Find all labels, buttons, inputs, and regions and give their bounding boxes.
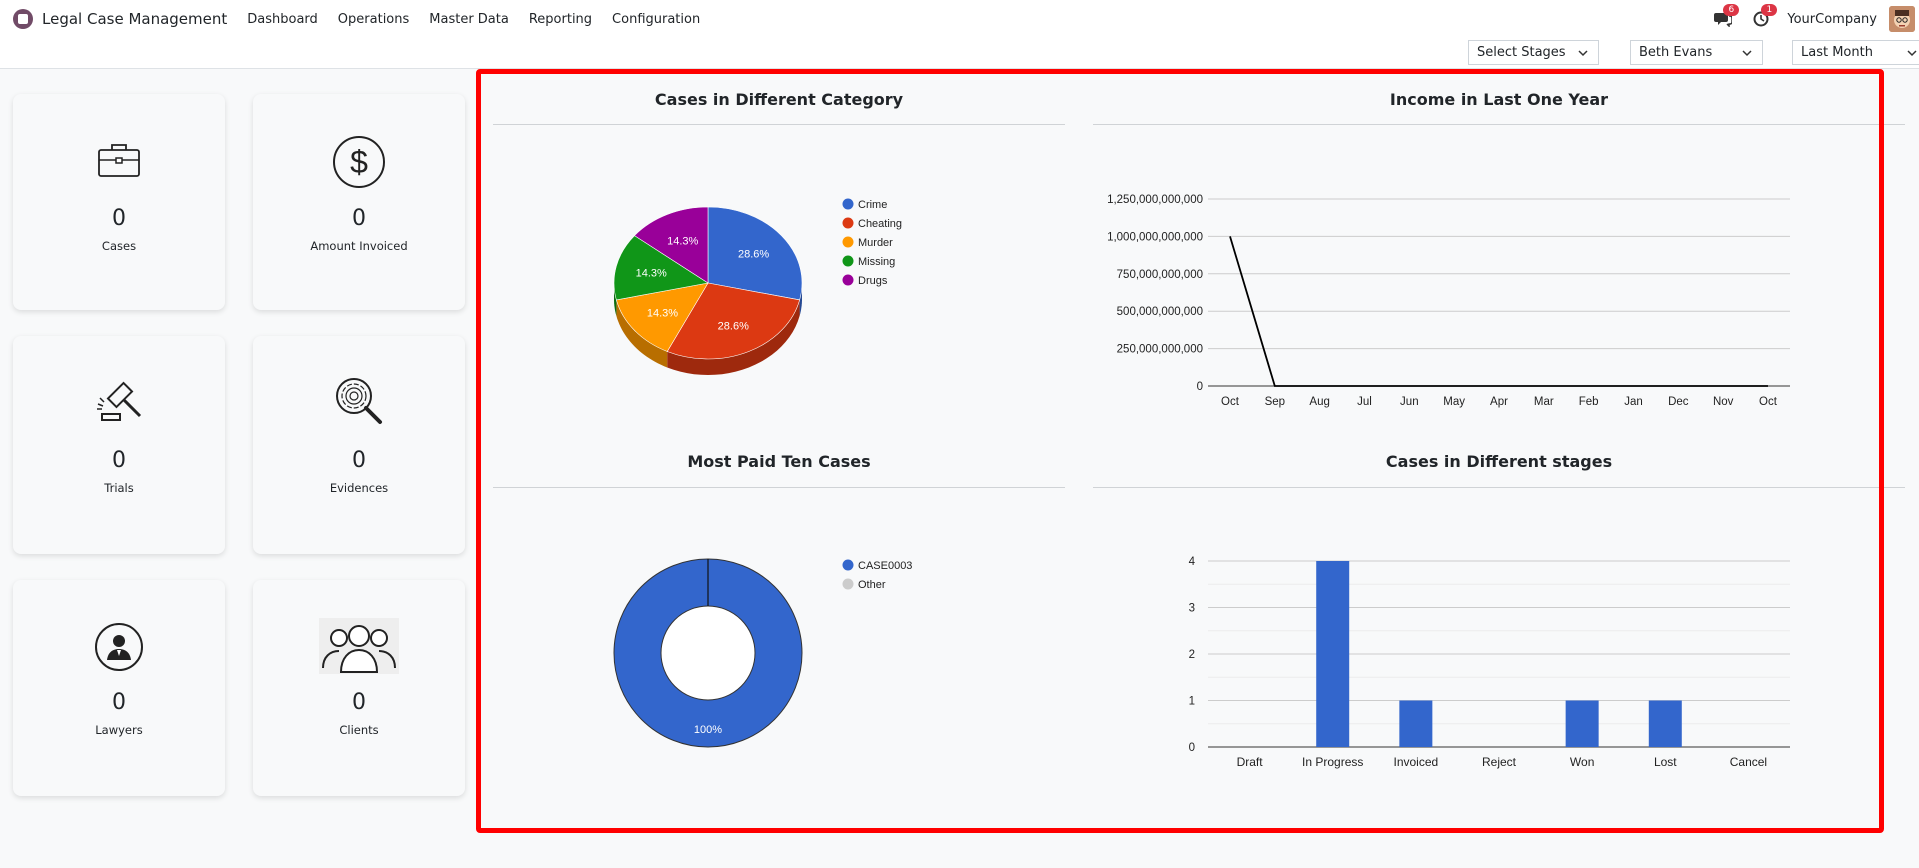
menu-operations[interactable]: Operations: [337, 11, 410, 27]
chevron-down-icon: [1907, 50, 1917, 57]
chevron-down-icon: [1578, 50, 1588, 57]
messages-badge: 6: [1723, 4, 1740, 16]
kpi-card-lawyers[interactable]: 0 Lawyers: [13, 580, 225, 796]
clients-icon: [253, 618, 465, 674]
kpi-label: Cases: [101, 239, 137, 253]
fingerprint-search-icon: [253, 374, 465, 428]
kpi-card-clients[interactable]: 0 Clients: [253, 580, 465, 796]
panel-title-category: Cases in Different Category: [654, 90, 904, 109]
user-select-value: Beth Evans: [1639, 45, 1713, 60]
kpi-card-amount-invoiced[interactable]: $ 0 Amount Invoiced: [253, 94, 465, 310]
panel-divider: [1093, 124, 1905, 125]
messages-icon[interactable]: 6: [1711, 4, 1740, 31]
panel-divider: [493, 124, 1065, 125]
kpi-label: Amount Invoiced: [310, 239, 408, 253]
menu-master-data[interactable]: Master Data: [429, 11, 509, 27]
company-switcher[interactable]: YourCompany: [1787, 11, 1877, 27]
kpi-label: Clients: [339, 723, 379, 737]
dollar-icon: $: [253, 134, 465, 190]
activity-clock-icon[interactable]: 1: [1749, 4, 1778, 31]
top-navbar: Legal Case Management Dashboard Operatio…: [0, 0, 1919, 38]
filter-bar: Select Stages Beth Evans Last Month: [0, 38, 1919, 69]
kpi-card-cases[interactable]: 0 Cases: [13, 94, 225, 310]
kpi-value: 0: [352, 206, 366, 231]
chevron-down-icon: [1742, 50, 1752, 57]
highlight-frame: [476, 69, 1884, 833]
panel-title-paid: Most Paid Ten Cases: [687, 452, 871, 471]
kpi-value: 0: [352, 448, 366, 473]
briefcase-icon: [13, 140, 225, 180]
app-title[interactable]: Legal Case Management: [42, 10, 228, 28]
menu-dashboard[interactable]: Dashboard: [247, 11, 318, 27]
gavel-icon: [13, 378, 225, 424]
kpi-value: 0: [112, 206, 126, 231]
period-select[interactable]: Last Month: [1792, 40, 1919, 65]
app-logo-icon[interactable]: [13, 9, 33, 29]
lawyer-icon: [13, 622, 225, 672]
panel-title-income: Income in Last One Year: [1389, 90, 1609, 109]
stages-select-value: Select Stages: [1477, 45, 1566, 60]
kpi-value: 0: [112, 448, 126, 473]
kpi-label: Evidences: [329, 481, 389, 495]
svg-text:$: $: [350, 144, 368, 180]
period-select-value: Last Month: [1801, 45, 1873, 60]
activity-badge: 1: [1761, 4, 1778, 16]
user-select[interactable]: Beth Evans: [1630, 40, 1763, 65]
panel-title-stages: Cases in Different stages: [1385, 452, 1613, 471]
kpi-card-trials[interactable]: 0 Trials: [13, 336, 225, 554]
menu-configuration[interactable]: Configuration: [612, 11, 701, 27]
panel-divider: [1093, 487, 1905, 488]
kpi-label: Trials: [104, 481, 134, 495]
kpi-value: 0: [112, 690, 126, 715]
user-avatar[interactable]: [1889, 6, 1915, 32]
kpi-card-evidences[interactable]: 0 Evidences: [253, 336, 465, 554]
kpi-value: 0: [352, 690, 366, 715]
panel-divider: [493, 487, 1065, 488]
menu-reporting[interactable]: Reporting: [528, 11, 593, 27]
stages-select[interactable]: Select Stages: [1468, 40, 1599, 65]
kpi-label: Lawyers: [95, 723, 143, 737]
